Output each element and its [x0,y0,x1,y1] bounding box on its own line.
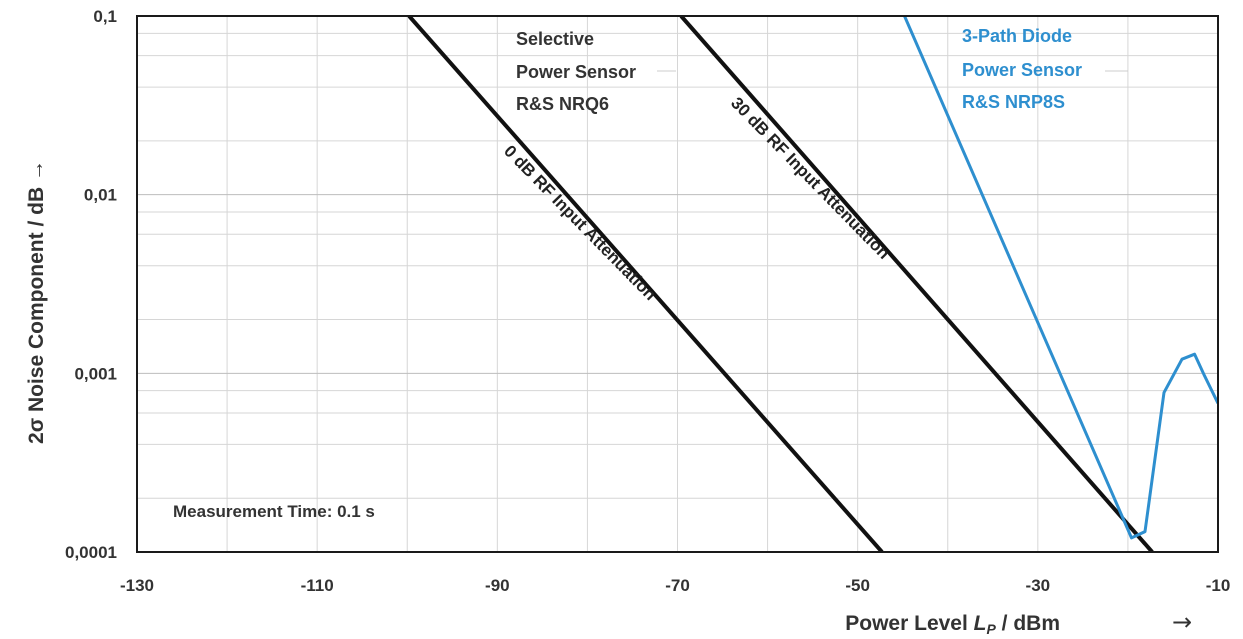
series-line-2 [679,16,1154,552]
y-tick-label: 0,01 [84,186,117,205]
y-axis-title: 2σ Noise Component / dB → [25,160,48,444]
x-tick-labels: -130 -110 -90 -70 -50 -30 -10 [120,576,1230,595]
y-tick-label: 0,001 [74,364,117,383]
x-tick-label: -50 [845,576,870,595]
x-tick-label: -30 [1026,576,1051,595]
measurement-time-label: Measurement Time: 0.1 s [173,502,375,521]
x-tick-label: -90 [485,576,510,595]
diode-line-2: Power Sensor [962,60,1082,80]
x-tick-label: -130 [120,576,154,595]
grid [137,16,1218,552]
y-tick-label: 0,0001 [65,543,117,562]
x-title-suffix: / dBm [996,612,1060,635]
diode-sensor-annotation: 3-Path Diode Power Sensor R&S NRP8S [962,26,1128,112]
series-line-3 [903,16,1218,540]
line0-label: 0 dB RF Input Attenuation [500,142,660,305]
series-group [407,16,1218,552]
selective-sensor-annotation: Selective Power Sensor R&S NRQ6 [516,29,676,114]
y-tick-labels: 0,1 0,01 0,001 0,0001 [65,7,117,562]
y-tick-label: 0,1 [93,7,117,26]
x-axis-arrow: → [1172,608,1192,636]
selective-line-2: Power Sensor [516,62,636,82]
diode-line-1: 3-Path Diode [962,26,1072,46]
x-tick-label: -110 [301,576,334,595]
x-title-symbol: L [974,612,987,635]
x-tick-label: -10 [1206,576,1231,595]
series-line-1 [407,16,884,552]
x-axis-title: Power Level LP / dBm [845,612,1060,637]
diode-line-3: R&S NRP8S [962,92,1065,112]
line30-label: 30 dB RF Input Attenuation [727,94,893,263]
selective-line-1: Selective [516,29,594,49]
plot-frame [136,15,1219,553]
x-title-prefix: Power Level [845,612,973,635]
selective-line-3: R&S NRQ6 [516,94,609,114]
x-title-sub: P [986,621,996,637]
x-tick-label: -70 [665,576,690,595]
